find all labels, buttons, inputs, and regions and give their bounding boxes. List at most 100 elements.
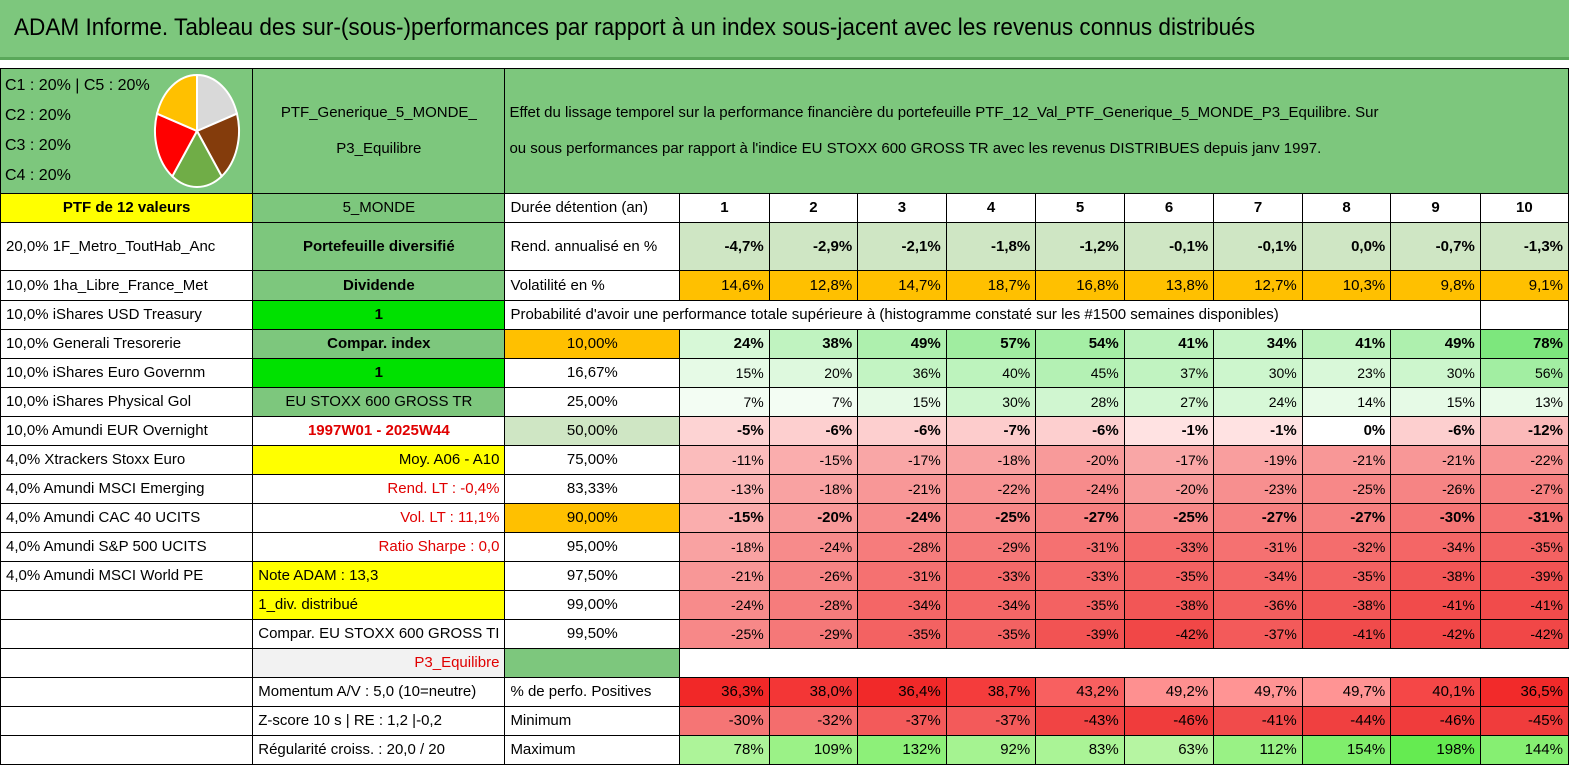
year-header: 9	[1390, 193, 1481, 223]
dividend-label: Dividende	[252, 270, 506, 301]
probability-value: 28%	[1035, 387, 1125, 417]
probability-value: -38%	[1390, 561, 1481, 591]
vol-value: 10,3%	[1301, 270, 1392, 301]
table-row: 10,0% iShares Euro Governm 1 16,67% 15% 20% 3…	[0, 358, 1569, 388]
probability-value: 24%	[1213, 387, 1303, 417]
probability-value: 27%	[1123, 387, 1215, 417]
table-row: 4,0% Amundi MSCI Emerging Rend. LT : -0,4…	[0, 474, 1569, 504]
table-row: 10,0% iShares USD Treasury 1 Probabilité d…	[0, 300, 1569, 330]
summary-value: 112%	[1213, 735, 1303, 765]
allocation-pie-chart	[154, 73, 240, 188]
probability-value: -42%	[1390, 619, 1481, 649]
report-title: ADAM Informe. Tableau des sur-(sous-)per…	[14, 14, 1255, 41]
probability-value: -35%	[1479, 532, 1569, 562]
probability-value: -21%	[1390, 445, 1481, 475]
probability-value: -41%	[1390, 590, 1481, 620]
summary-value: -41%	[1213, 706, 1303, 736]
portfolio-description: Effet du lissage temporel sur la perform…	[504, 68, 1569, 194]
empty-cell	[0, 735, 254, 765]
pie-slice-c3	[171, 128, 223, 188]
rend-value: -0,7%	[1390, 222, 1481, 271]
probability-value: -6%	[768, 416, 859, 446]
vol-value: 12,8%	[768, 270, 859, 301]
probability-value: -19%	[1213, 445, 1303, 475]
year-header: 2	[768, 193, 859, 223]
holding-item: 4,0% Amundi MSCI Emerging	[0, 474, 254, 504]
probability-value: -36%	[1213, 590, 1303, 620]
portfolio-name-line1: PTF_Generique_5_MONDE_	[280, 104, 477, 121]
probability-value: -21%	[679, 561, 770, 591]
profile-label: P3_Equilibre	[252, 648, 506, 678]
probability-value: -35%	[857, 619, 947, 649]
portfolio-type: Portefeuille diversifié	[252, 222, 506, 271]
probability-value: 13%	[1479, 387, 1569, 417]
threshold-value: 83,33%	[504, 474, 681, 504]
year-header: 10	[1479, 193, 1569, 223]
probability-value: -18%	[768, 474, 859, 504]
probability-value: -35%	[1123, 561, 1215, 591]
table-row: 10,0% 1ha_Libre_France_Met Dividende Volat…	[0, 270, 1569, 301]
holding-item: 10,0% iShares Euro Governm	[0, 358, 254, 388]
probability-value: -24%	[857, 503, 947, 533]
empty-cell	[0, 677, 254, 707]
performance-table: C1 : 20% | C5 : 20% C2 : 20% C3 : 20% C4…	[0, 68, 1569, 765]
empty-cell	[504, 648, 681, 678]
momentum: Momentum A/V : 5,0 (10=neutre)	[252, 677, 506, 707]
flag-one: 1	[252, 300, 506, 330]
probability-value: -7%	[945, 416, 1037, 446]
probability-value: 41%	[1123, 329, 1215, 359]
vol-value: 9,1%	[1479, 270, 1569, 301]
probability-value: -26%	[1390, 474, 1481, 504]
portfolio-name: PTF_Generique_5_MONDE_ P3_Equilibre	[252, 68, 506, 194]
probability-value: -18%	[945, 445, 1037, 475]
summary-value: 63%	[1123, 735, 1215, 765]
probability-value: -34%	[945, 590, 1037, 620]
summary-value: 78%	[679, 735, 770, 765]
probability-value: 7%	[768, 387, 859, 417]
rend-value: -2,1%	[857, 222, 947, 271]
table-row: Régularité croiss. : 20,0 / 20 Maximum 78%…	[0, 735, 1569, 765]
threshold-value: 50,00%	[504, 416, 681, 446]
probability-value: -27%	[1301, 503, 1392, 533]
duration-label: Durée détention (an)	[504, 193, 681, 223]
summary-value: 83%	[1035, 735, 1125, 765]
probability-value: -37%	[1213, 619, 1303, 649]
portfolio-zone: 5_MONDE	[252, 193, 506, 223]
probability-value: 15%	[857, 387, 947, 417]
summary-value: -30%	[679, 706, 770, 736]
probability-value: 15%	[1390, 387, 1481, 417]
summary-value: -37%	[857, 706, 947, 736]
probability-value: -12%	[1479, 416, 1569, 446]
compar-index-label: Compar. index	[252, 329, 506, 359]
pie-label: C3 : 20%	[5, 137, 71, 154]
summary-value: 144%	[1479, 735, 1569, 765]
probability-value: 57%	[945, 329, 1037, 359]
year-header: 7	[1213, 193, 1303, 223]
probability-value: 56%	[1479, 358, 1569, 388]
period-range: 1997W01 - 2025W44	[252, 416, 506, 446]
probability-value: -27%	[1479, 474, 1569, 504]
allocation-pie-cell: C1 : 20% | C5 : 20% C2 : 20% C3 : 20% C4…	[0, 68, 254, 194]
probability-value: 41%	[1301, 329, 1392, 359]
probability-value: -33%	[1035, 561, 1125, 591]
pie-slice-c4	[195, 112, 240, 178]
title-bar: ADAM Informe. Tableau des sur-(sous-)per…	[0, 0, 1569, 60]
empty-cell	[1479, 300, 1569, 330]
threshold-value: 25,00%	[504, 387, 681, 417]
table-row: 20,0% 1F_Metro_ToutHab_Anc Portefeuille d…	[0, 222, 1569, 271]
pie-label: C2 : 20%	[5, 107, 71, 124]
summary-value: 38,7%	[945, 677, 1037, 707]
probability-value: -25%	[1301, 474, 1392, 504]
regularity: Régularité croiss. : 20,0 / 20	[252, 735, 506, 765]
summary-value: 49,7%	[1213, 677, 1303, 707]
rend-value: 0,0%	[1301, 222, 1392, 271]
holding-item: 10,0% 1ha_Libre_France_Met	[0, 270, 254, 301]
probability-value: 30%	[945, 387, 1037, 417]
probability-value: 36%	[857, 358, 947, 388]
probability-value: -38%	[1301, 590, 1392, 620]
summary-value: 49,2%	[1123, 677, 1215, 707]
probability-value: -20%	[1035, 445, 1125, 475]
rend-lt: Rend. LT : -0,4%	[252, 474, 506, 504]
vol-value: 16,8%	[1035, 270, 1125, 301]
holding-item: 10,0% iShares USD Treasury	[0, 300, 254, 330]
